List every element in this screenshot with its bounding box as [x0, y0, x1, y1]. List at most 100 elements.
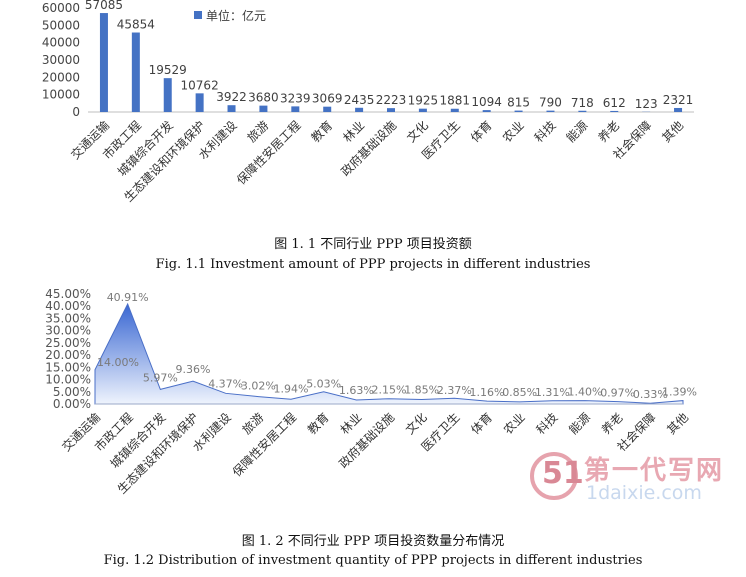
area-data-label: 4.37%	[208, 377, 243, 390]
bar-data-label: 45854	[117, 18, 155, 32]
figure-1-1-caption-en: Fig. 1.1 Investment amount of PPP projec…	[155, 257, 591, 272]
bar	[99, 13, 108, 113]
x-tick-label: 文化	[403, 118, 431, 146]
area-data-label: 2.15%	[372, 384, 407, 397]
x-tick-label: 林业	[340, 118, 367, 145]
x-tick-label: 其他	[659, 118, 686, 145]
y-tick-label: 30.00%	[45, 324, 91, 338]
x-tick-label: 政府基础设施	[338, 118, 400, 180]
bar-data-label: 1094	[471, 95, 502, 109]
bar	[546, 110, 555, 112]
bar-data-label: 612	[603, 96, 626, 110]
x-tick-label: 能源	[564, 118, 591, 145]
area-data-label: 1.16%	[470, 386, 505, 399]
bar-data-label: 2435	[344, 93, 375, 107]
area-data-label: 0.85%	[502, 386, 537, 399]
bar	[195, 93, 204, 112]
x-tick-label: 教育	[308, 118, 336, 146]
watermark-url: 1daixie.com	[586, 482, 702, 504]
bar	[450, 108, 459, 112]
x-tick-label: 科技	[532, 118, 559, 145]
y-tick-label: 5.00%	[53, 385, 91, 399]
y-tick-label: 20000	[42, 70, 80, 84]
x-tick-label: 旅游	[240, 410, 267, 437]
watermark-mark: 51	[542, 456, 584, 491]
x-tick-label: 养老	[595, 118, 623, 146]
area-chart-distribution: 0.00%5.00%10.00%15.00%20.00%25.00%30.00%…	[45, 287, 697, 496]
bar-data-label: 19529	[149, 63, 187, 77]
area-data-label: 3.02%	[241, 380, 276, 393]
y-tick-label: 15.00%	[45, 360, 91, 374]
bar	[578, 110, 587, 112]
bar-data-label: 3239	[280, 91, 311, 105]
legend-swatch	[194, 11, 202, 19]
bar-data-label: 57085	[85, 0, 123, 12]
area-data-label: 14.00%	[97, 356, 139, 369]
bar-data-label: 815	[507, 96, 530, 110]
bar-data-label: 2223	[376, 93, 407, 107]
bar	[674, 107, 683, 112]
x-tick-label: 林业	[338, 410, 365, 437]
x-tick-label: 科技	[534, 410, 561, 437]
x-tick-label: 体育	[467, 118, 495, 146]
area-series	[94, 302, 684, 405]
y-tick-label: 0.00%	[53, 397, 91, 411]
bar-data-label: 3069	[312, 92, 343, 106]
area-data-label: 1.31%	[535, 386, 570, 399]
y-tick-label: 35.00%	[45, 311, 91, 325]
area-data-label: 0.33%	[633, 388, 668, 401]
bar-data-label: 10762	[181, 78, 219, 92]
watermark-logo: 51 第一代写网 1daixie.com	[530, 450, 740, 510]
y-tick-label: 50000	[42, 18, 80, 32]
area-data-label: 40.91%	[107, 291, 149, 304]
bar	[323, 106, 332, 112]
x-tick-label: 养老	[598, 410, 626, 438]
bar-data-label: 3680	[248, 91, 279, 105]
bar	[259, 105, 268, 112]
watermark-ring	[530, 452, 578, 500]
y-tick-label: 10000	[42, 88, 80, 102]
area-data-label: 1.94%	[274, 382, 309, 395]
x-tick-label: 农业	[500, 118, 527, 145]
area-data-label: 1.40%	[568, 386, 603, 399]
bar-data-label: 718	[571, 96, 594, 110]
bar	[418, 108, 427, 112]
x-tick-label: 能源	[566, 410, 593, 437]
bar	[610, 110, 619, 112]
x-tick-label: 农业	[501, 410, 528, 437]
area-data-label: 1.63%	[339, 384, 374, 397]
y-tick-label: 30000	[42, 53, 80, 67]
bar-data-label: 1881	[440, 94, 471, 108]
bar	[291, 106, 300, 112]
area-data-label: 2.37%	[437, 384, 472, 397]
y-tick-label: 40000	[42, 36, 80, 50]
area-data-label: 5.03%	[306, 378, 341, 391]
area-data-label: 1.39%	[662, 386, 697, 399]
bar	[131, 32, 140, 113]
bar	[355, 107, 364, 112]
area-data-label: 9.36%	[176, 363, 211, 376]
bar-data-label: 790	[539, 96, 562, 110]
y-tick-label: 25.00%	[45, 336, 91, 350]
y-tick-label: 20.00%	[45, 348, 91, 362]
bar-data-label: 3922	[216, 90, 247, 104]
area-data-label: 1.85%	[404, 383, 439, 396]
bar-data-label: 123	[635, 97, 658, 111]
x-tick-label: 体育	[468, 410, 496, 438]
legend-label: 单位：亿元	[206, 8, 266, 23]
bar-data-label: 2321	[663, 93, 694, 107]
figure-1-1-caption-zh: 图 1. 1 不同行业 PPP 项目投资额	[274, 237, 472, 252]
bar	[514, 110, 523, 112]
figure-1-2-caption-en: Fig. 1.2 Distribution of investment quan…	[103, 553, 643, 568]
bar-data-label: 1925	[408, 94, 439, 108]
y-tick-label: 10.00%	[45, 373, 91, 387]
x-tick-label: 教育	[304, 410, 332, 438]
x-tick-label: 其他	[664, 410, 691, 437]
x-tick-label: 文化	[402, 410, 430, 438]
y-tick-label: 40.00%	[45, 299, 91, 313]
watermark-name: 第一代写网	[584, 456, 725, 486]
area-data-label: 5.97%	[143, 371, 178, 384]
x-tick-label: 旅游	[245, 118, 272, 145]
area-data-label: 0.97%	[600, 387, 635, 400]
